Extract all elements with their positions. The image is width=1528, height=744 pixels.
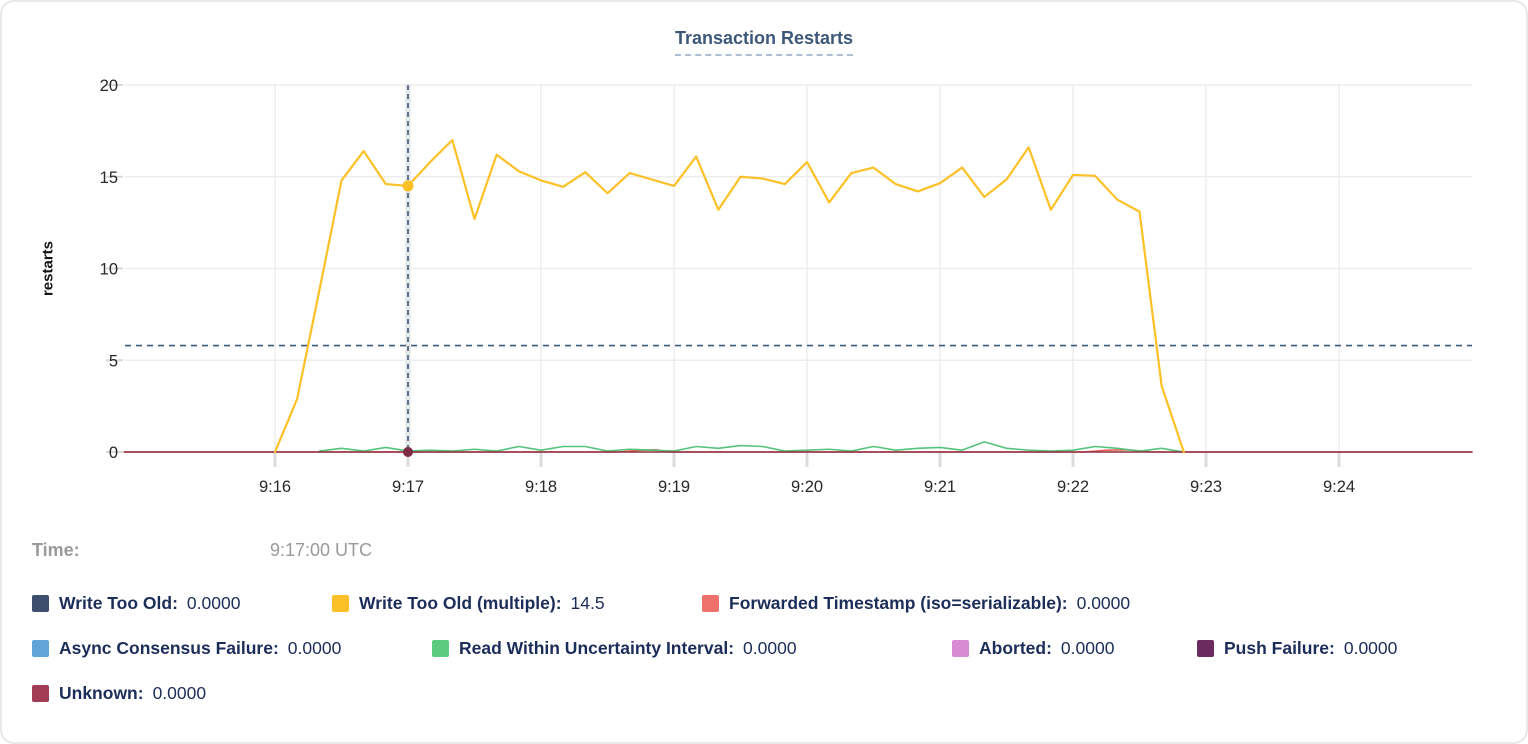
series-line-read-within-uncertainty-interval bbox=[318, 441, 1185, 453]
hover-time-label: Time: bbox=[32, 540, 80, 560]
legend-label: Push Failure: bbox=[1224, 638, 1335, 658]
legend-label: Unknown: bbox=[59, 683, 144, 703]
legend-label: Read Within Uncertainty Interval: bbox=[459, 638, 735, 658]
x-tick-label: 9:22 bbox=[1057, 478, 1089, 496]
legend-label: Forwarded Timestamp (iso=serializable): bbox=[729, 593, 1068, 613]
chart-plot-area[interactable]: 0 5 10 15 20 9:16 9:17 9:18 9:19 9:20 9:21 9:22 9:23… bbox=[2, 2, 1528, 517]
legend-value: 0.0000 bbox=[743, 638, 797, 658]
legend-value: 0.0000 bbox=[287, 638, 342, 658]
legend-item-read-within-uncertainty-interval: Read Within Uncertainty Interval: 0.0000 bbox=[432, 638, 797, 659]
legend-row-3: Unknown: 0.0000 bbox=[2, 683, 1526, 713]
hover-markers bbox=[402, 180, 414, 457]
y-tick-label: 20 bbox=[100, 77, 118, 95]
x-tick-label: 9:19 bbox=[658, 478, 690, 496]
chart-title[interactable]: Transaction Restarts bbox=[674, 28, 854, 56]
legend-item-write-too-old-multiple: Write Too Old (multiple): 14.5 bbox=[332, 593, 605, 614]
legend-label: Aborted: bbox=[979, 638, 1052, 658]
hover-dot bbox=[403, 447, 413, 457]
crosshair bbox=[125, 85, 1472, 452]
hover-dot bbox=[402, 180, 414, 192]
x-tick-label: 9:21 bbox=[924, 478, 956, 496]
read-within-uncertainty-interval-swatch-icon bbox=[432, 640, 449, 657]
forwarded-timestamp-swatch-icon bbox=[702, 595, 719, 612]
legend-value: 0.0000 bbox=[152, 683, 207, 703]
legend-label: Write Too Old: bbox=[59, 593, 178, 613]
legend-item-push-failure: Push Failure: 0.0000 bbox=[1197, 638, 1397, 659]
x-tick-label: 9:16 bbox=[259, 478, 291, 496]
y-tick-label: 10 bbox=[100, 261, 118, 279]
axis-tick-labels: 0 5 10 15 20 9:16 9:17 9:18 9:19 9:20 9:21 9:22 9:23… bbox=[100, 77, 1355, 496]
legend-value: 0.0000 bbox=[186, 593, 241, 613]
legend-label: Write Too Old (multiple): bbox=[359, 593, 562, 613]
unknown-swatch-icon bbox=[32, 685, 49, 702]
legend-row-2: Async Consensus Failure: 0.0000 Read Withi… bbox=[2, 638, 1526, 668]
legend-row-1: Write Too Old: 0.0000 Write Too Old (multi… bbox=[2, 593, 1526, 623]
x-tick-label: 9:20 bbox=[791, 478, 823, 496]
legend-item-forwarded-timestamp: Forwarded Timestamp (iso=serializable): 0… bbox=[702, 593, 1130, 614]
gridlines bbox=[106, 84, 1472, 467]
push-failure-swatch-icon bbox=[1197, 640, 1214, 657]
series-lines bbox=[123, 138, 1473, 454]
x-tick-label: 9:17 bbox=[392, 478, 424, 496]
legend-item-async-consensus-failure: Async Consensus Failure: 0.0000 bbox=[32, 638, 341, 659]
y-tick-label: 15 bbox=[100, 169, 118, 187]
series-line-write-too-old-multiple bbox=[273, 138, 1185, 454]
hover-time-value: 9:17:00 UTC bbox=[270, 540, 373, 560]
legend-value: 0.0000 bbox=[1343, 638, 1398, 658]
legend-value: 14.5 bbox=[570, 593, 605, 613]
legend-item-write-too-old: Write Too Old: 0.0000 bbox=[32, 593, 240, 614]
legend-value: 0.0000 bbox=[1060, 638, 1115, 658]
write-too-old-multiple-swatch-icon bbox=[332, 595, 349, 612]
legend-item-unknown: Unknown: 0.0000 bbox=[32, 683, 206, 704]
legend-label: Async Consensus Failure: bbox=[59, 638, 279, 658]
legend-value: 0.0000 bbox=[1076, 593, 1131, 613]
async-consensus-failure-swatch-icon bbox=[32, 640, 49, 657]
write-too-old-swatch-icon bbox=[32, 595, 49, 612]
y-tick-label: 5 bbox=[109, 352, 118, 370]
x-tick-label: 9:23 bbox=[1190, 478, 1222, 496]
aborted-swatch-icon bbox=[952, 640, 969, 657]
x-tick-label: 9:24 bbox=[1323, 478, 1355, 496]
x-tick-label: 9:18 bbox=[525, 478, 557, 496]
legend-item-aborted: Aborted: 0.0000 bbox=[952, 638, 1114, 659]
y-tick-label: 0 bbox=[109, 444, 118, 462]
